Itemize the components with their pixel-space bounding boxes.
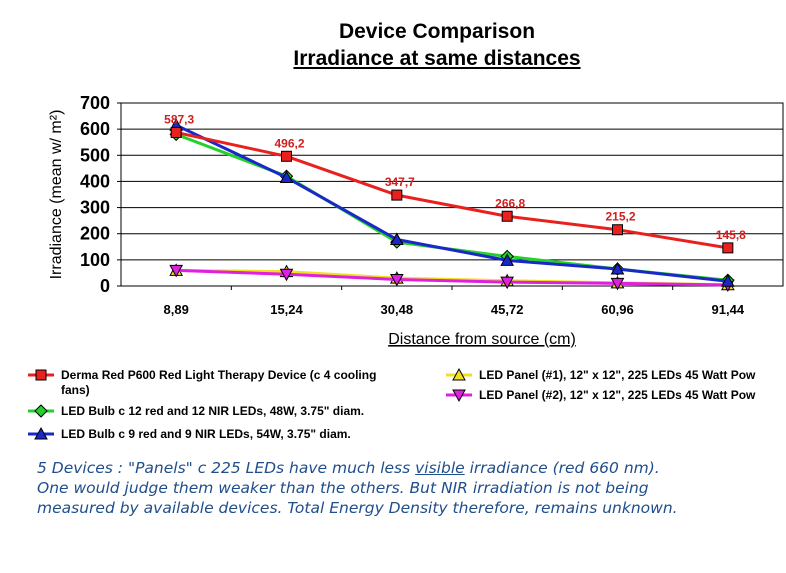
legend-item: LED Panel (#2), 12" x 12", 225 LEDs 45 W… bbox=[446, 388, 756, 403]
chart-subtitle: Irradiance at same distances bbox=[293, 47, 581, 70]
plot-area bbox=[120, 102, 784, 287]
data-point bbox=[452, 367, 466, 381]
legend-label: LED Panel (#2), 12" x 12", 225 LEDs 45 W… bbox=[479, 388, 756, 402]
grid-lines bbox=[121, 102, 783, 287]
data-label: 145,8 bbox=[716, 228, 746, 242]
y-tick-label: 600 bbox=[80, 119, 110, 139]
legend-label: LED Bulb c 9 red and 9 NIR LEDs, 54W, 3.… bbox=[61, 427, 351, 441]
data-point bbox=[452, 389, 466, 403]
data-point bbox=[610, 277, 625, 291]
series-line bbox=[176, 268, 728, 287]
data-point bbox=[389, 232, 404, 245]
legend-item: LED Bulb c 9 red and 9 NIR LEDs, 54W, 3.… bbox=[28, 426, 351, 441]
data-point bbox=[34, 426, 48, 440]
y-tick-label: 300 bbox=[80, 198, 110, 218]
data-point bbox=[391, 189, 403, 201]
data-point bbox=[612, 224, 623, 236]
legend: Derma Red P600 Red Light Therapy Device … bbox=[28, 367, 756, 441]
x-tick-label: 15,24 bbox=[270, 302, 303, 317]
note-emphasis: visible bbox=[415, 459, 465, 477]
data-point bbox=[610, 261, 625, 275]
y-tick-label: 100 bbox=[80, 250, 110, 270]
legend-label: LED Panel (#1), 12" x 12", 225 LEDs 45 W… bbox=[479, 368, 756, 382]
x-tick-label: 60,96 bbox=[601, 302, 634, 317]
y-tick-label: 0 bbox=[100, 276, 110, 296]
data-labels: 587,3 496,2 347,7 266,8 215,2 145,8 bbox=[164, 112, 746, 241]
note-text: 5 Devices : "Panels" c 225 LEDs have muc… bbox=[37, 459, 416, 477]
series-lines bbox=[169, 118, 735, 292]
data-point bbox=[34, 404, 48, 418]
data-point bbox=[722, 242, 734, 254]
data-point bbox=[500, 253, 515, 266]
data-point bbox=[279, 268, 294, 282]
legend-item: Derma Red P600 Red Light Therapy Device … bbox=[28, 368, 376, 397]
data-point bbox=[720, 274, 735, 287]
data-point bbox=[281, 150, 292, 162]
data-label: 587,3 bbox=[164, 112, 194, 126]
y-tick-label: 200 bbox=[80, 224, 110, 244]
x-axis-title: Distance from source (cm) bbox=[388, 331, 576, 348]
caption-note: 5 Devices : "Panels" c 225 LEDs have muc… bbox=[37, 458, 777, 518]
data-label: 215,2 bbox=[605, 210, 635, 224]
note-text: irradiance (red 660 nm). bbox=[464, 459, 660, 477]
note-line-1: 5 Devices : "Panels" c 225 LEDs have muc… bbox=[37, 458, 777, 478]
note-line-2: One would judge them weaker than the oth… bbox=[37, 479, 649, 497]
legend-item: LED Panel (#1), 12" x 12", 225 LEDs 45 W… bbox=[446, 367, 756, 382]
data-point bbox=[170, 126, 182, 138]
y-tick-label: 500 bbox=[80, 145, 110, 165]
series-line bbox=[175, 123, 728, 283]
legend-item: LED Bulb c 12 red and 12 NIR LEDs, 48W, … bbox=[28, 404, 364, 418]
legend-label: LED Bulb c 12 red and 12 NIR LEDs, 48W, … bbox=[61, 404, 364, 418]
x-axis-ticks: 8,89 15,24 30,48 45,72 60,96 91,44 bbox=[164, 286, 745, 317]
data-label: 347,7 bbox=[385, 175, 415, 189]
legend-label: Derma Red P600 Red Light Therapy Device … bbox=[61, 368, 376, 382]
y-tick-label: 700 bbox=[80, 93, 110, 113]
data-point bbox=[500, 276, 515, 290]
data-point bbox=[501, 210, 513, 222]
data-point bbox=[169, 264, 184, 278]
series-1 bbox=[170, 126, 734, 254]
data-label: 496,2 bbox=[274, 136, 304, 150]
data-label: 266,8 bbox=[495, 196, 525, 210]
x-tick-label: 8,89 bbox=[164, 302, 189, 317]
note-line-3: measured by available devices. Total Ene… bbox=[37, 499, 678, 517]
series-line bbox=[175, 130, 729, 250]
y-tick-label: 400 bbox=[80, 171, 110, 191]
y-axis-title: Irradiance (mean w/ m²) bbox=[48, 110, 65, 280]
x-tick-label: 91,44 bbox=[712, 302, 745, 317]
y-axis-ticks: 0 100 200 300 400 500 600 700 bbox=[80, 93, 121, 296]
legend-label: fans) bbox=[61, 383, 90, 397]
series-3 bbox=[169, 118, 735, 287]
x-tick-label: 45,72 bbox=[491, 302, 524, 317]
data-point bbox=[389, 273, 404, 287]
data-point bbox=[279, 170, 294, 184]
data-point bbox=[35, 369, 47, 381]
chart-title: Device Comparison bbox=[338, 20, 536, 43]
x-tick-label: 30,48 bbox=[381, 302, 414, 317]
